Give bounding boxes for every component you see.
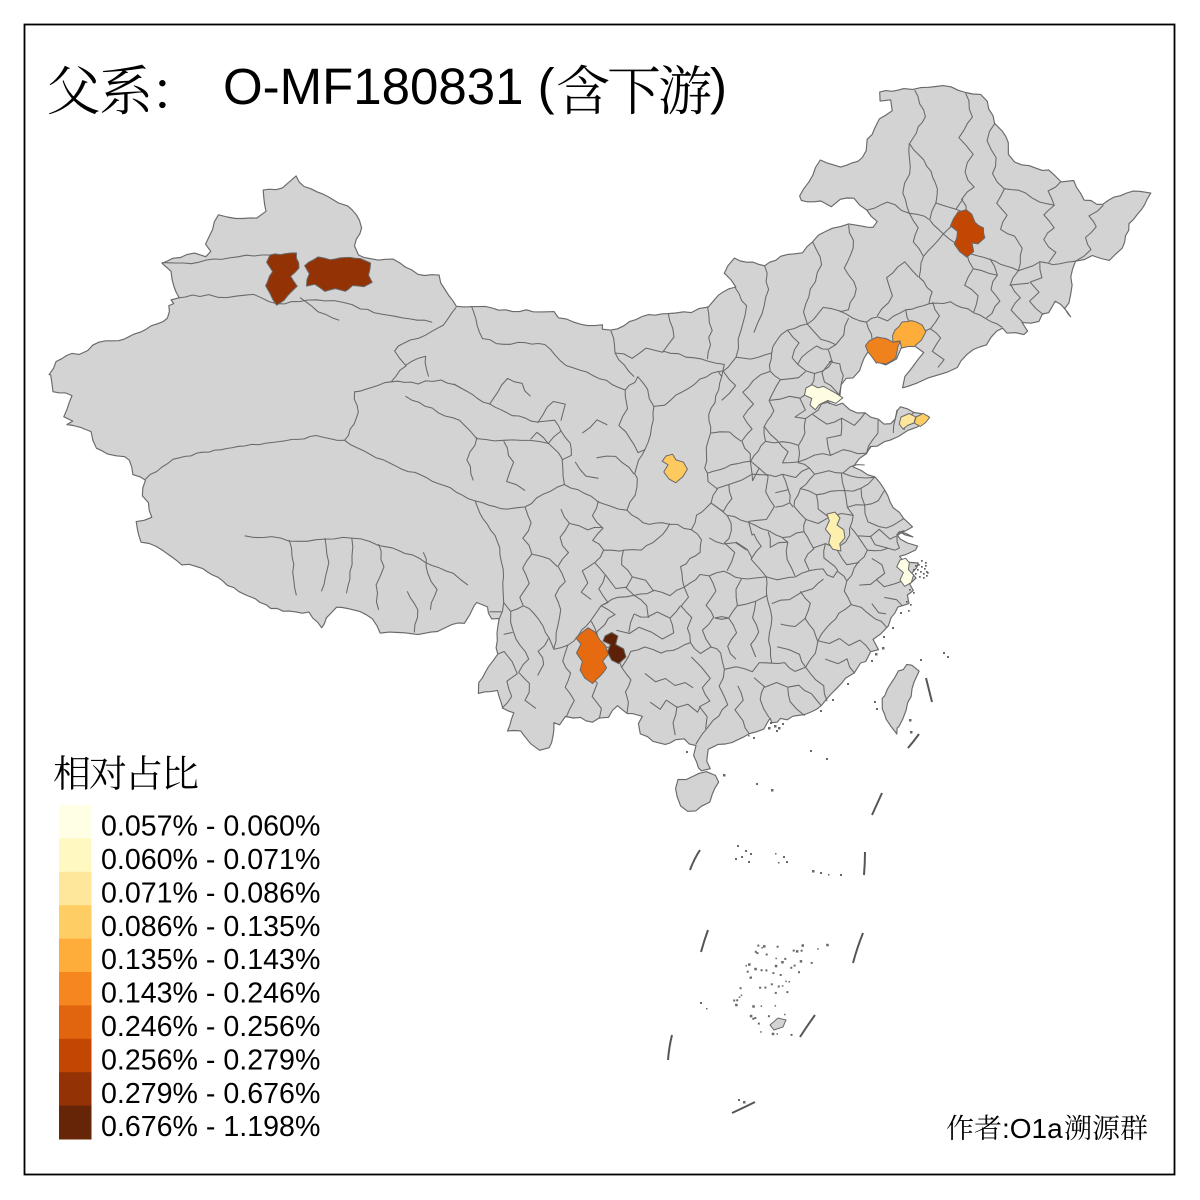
svg-text:0.071% - 0.086%: 0.071% - 0.086%	[101, 877, 320, 909]
svg-text:0.135% - 0.143%: 0.135% - 0.143%	[101, 944, 320, 976]
svg-text::O1a: :O1a	[1002, 1113, 1063, 1144]
svg-text:0.246% - 0.256%: 0.246% - 0.256%	[101, 1011, 320, 1043]
svg-text:0.279% - 0.676%: 0.279% - 0.676%	[101, 1078, 320, 1110]
svg-text:0.676% - 1.198%: 0.676% - 1.198%	[101, 1111, 320, 1143]
svg-text:): )	[710, 58, 727, 115]
svg-text:0.060% - 0.071%: 0.060% - 0.071%	[101, 844, 320, 876]
svg-text:0.143% - 0.246%: 0.143% - 0.246%	[101, 978, 320, 1010]
svg-text:0.057% - 0.060%: 0.057% - 0.060%	[101, 811, 320, 843]
svg-text:0.256% - 0.279%: 0.256% - 0.279%	[101, 1044, 320, 1076]
svg-text:O-MF180831 (: O-MF180831 (	[223, 58, 555, 115]
svg-text:0.086% - 0.135%: 0.086% - 0.135%	[101, 911, 320, 943]
